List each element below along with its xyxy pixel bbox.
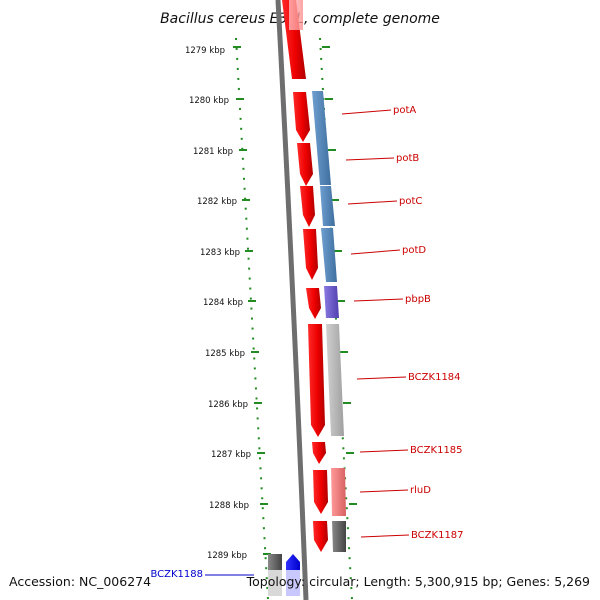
strand-arrow xyxy=(297,143,313,186)
gene-block-BCZK1188 xyxy=(268,554,282,570)
gene-leader-lines xyxy=(341,109,410,538)
gene-label-BCZK1188[interactable]: BCZK1188 xyxy=(150,569,203,580)
gene-label-BCZK1187[interactable]: BCZK1187 xyxy=(411,530,464,541)
blue-strand-arrow-lower xyxy=(286,570,300,596)
strand-arrow xyxy=(313,521,328,552)
chromosome-backbone xyxy=(275,0,309,600)
tick-label: 1284 kbp xyxy=(203,298,243,308)
strand-arrow xyxy=(312,442,326,464)
tick-label: 1279 kbp xyxy=(185,46,225,56)
context-gene-top xyxy=(289,0,303,30)
tick-label: 1288 kbp xyxy=(209,501,249,511)
gene-label-rluD[interactable]: rluD xyxy=(410,485,431,496)
strand-arrow xyxy=(300,186,315,227)
accession-text: Accession: NC_006274 xyxy=(9,574,151,589)
gene-block-potA-potB xyxy=(312,91,331,185)
blue-strand-arrow xyxy=(286,554,300,570)
gene-block-BCZK1187 xyxy=(332,521,346,552)
kbp-tick-labels: 1279 kbp 1280 kbp 1281 kbp 1282 kbp 1283… xyxy=(185,46,251,561)
tick-label: 1281 kbp xyxy=(193,147,233,157)
strand-arrows xyxy=(282,0,328,552)
tick-label: 1280 kbp xyxy=(189,96,229,106)
genome-stats-text: Topology: circular; Length: 5,300,915 bp… xyxy=(246,574,590,589)
gene-label-BCZK1185[interactable]: BCZK1185 xyxy=(410,445,463,456)
gene-block-BCZK1184 xyxy=(326,324,344,436)
gene-label-BCZK1184[interactable]: BCZK1184 xyxy=(408,372,461,383)
gene-block-pbpB xyxy=(324,286,339,318)
gene-label-potD[interactable]: potD xyxy=(402,245,426,256)
gene-block-rluD xyxy=(331,468,346,516)
tick-label: 1289 kbp xyxy=(207,551,247,561)
gene-block-potD xyxy=(321,228,337,282)
strand-arrow xyxy=(293,92,310,142)
bottom-gene-blocks xyxy=(268,554,300,596)
strand-arrow xyxy=(308,324,325,437)
gene-block-BCZK1188-lower xyxy=(268,570,282,596)
strand-arrow xyxy=(306,288,321,319)
strand-arrow xyxy=(282,0,306,79)
gene-label-potB[interactable]: potB xyxy=(396,153,419,164)
tick-label: 1283 kbp xyxy=(200,248,240,258)
gene-label-pbpB[interactable]: pbpB xyxy=(405,294,431,305)
dotted-guides xyxy=(235,37,353,600)
gene-label-potA[interactable]: potA xyxy=(393,105,416,116)
tick-label: 1287 kbp xyxy=(211,450,251,460)
tick-label: 1286 kbp xyxy=(208,400,248,410)
tick-label: 1282 kbp xyxy=(197,197,237,207)
strand-arrow xyxy=(303,229,318,280)
strand-arrow xyxy=(313,470,328,514)
gene-labels: potA potB potC potD pbpB BCZK1184 BCZK11… xyxy=(150,105,463,580)
gene-block-potC xyxy=(320,186,335,226)
gene-blocks xyxy=(312,91,346,552)
tick-label: 1285 kbp xyxy=(205,349,245,359)
gene-label-potC[interactable]: potC xyxy=(399,196,422,207)
